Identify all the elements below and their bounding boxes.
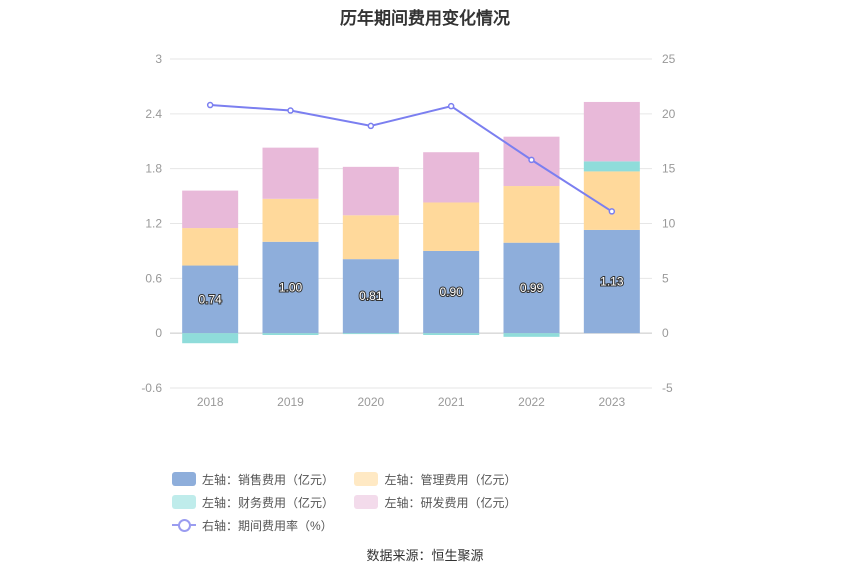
bar-segment	[342, 166, 399, 216]
bar-segment	[182, 333, 239, 344]
chart-title: 历年期间费用变化情况	[340, 9, 510, 28]
bar-segment	[583, 161, 640, 172]
right-axis-tick: 25	[662, 52, 676, 66]
x-axis-tick: 2023	[598, 395, 625, 409]
bar-segment	[583, 171, 640, 230]
x-axis-tick: 2018	[197, 395, 224, 409]
legend-label-finance: 左轴：财务费用（亿元）	[202, 495, 335, 510]
bar-segment	[342, 215, 399, 260]
rate-point	[287, 107, 294, 114]
bar-value-label: 1.00	[279, 280, 303, 294]
legend-item-admin[interactable]: 左轴：管理费用（亿元）	[354, 472, 517, 487]
rate-point	[608, 208, 616, 215]
bar-value-label: 0.99	[520, 281, 544, 295]
legend-item-finance[interactable]: 左轴：财务费用（亿元）	[172, 495, 335, 510]
rate-point	[447, 102, 455, 110]
bar-segment	[182, 265, 239, 334]
source-note: 数据来源：恒生聚源	[366, 548, 484, 563]
bar-segment	[423, 152, 480, 203]
legend-label-rnd: 左轴：研发费用（亿元）	[384, 495, 517, 510]
bar-segment	[262, 333, 319, 335]
legend-swatch-sales	[172, 472, 196, 486]
rate-point	[206, 101, 214, 109]
bar-segment	[262, 241, 319, 334]
bar-value-label: 1.13	[600, 275, 624, 289]
rate-point	[528, 156, 535, 164]
left-axis-tick: 0.6	[145, 271, 162, 285]
x-axis-tick: 2019	[277, 395, 304, 409]
right-axis-tick: 5	[662, 271, 669, 285]
bar-value-label: 0.90	[439, 285, 463, 299]
legend-label-rate: 右轴：期间费用率（%）	[202, 518, 333, 533]
rate-point	[367, 122, 375, 130]
left-axis-tick: 2.4	[145, 107, 162, 121]
bar-segment	[262, 147, 319, 199]
chart-legend: 左轴：销售费用（亿元） 左轴：管理费用（亿元） 左轴：财务费用（亿元） 左轴：研…	[172, 472, 692, 541]
bar-segment	[423, 202, 480, 251]
bar-segment	[503, 242, 560, 334]
bar-segment	[342, 333, 399, 335]
bar-segment	[262, 198, 319, 242]
right-axis-tick: -5	[662, 381, 673, 395]
legend-swatch-finance	[172, 495, 196, 509]
x-axis-tick: 2022	[518, 395, 545, 409]
legend-item-sales[interactable]: 左轴：销售费用（亿元）	[172, 472, 335, 487]
left-axis-tick: -0.6	[141, 381, 162, 395]
rate-line	[210, 104, 613, 213]
legend-item-rnd[interactable]: 左轴：研发费用（亿元）	[354, 495, 517, 510]
left-axis-tick: 3	[155, 52, 162, 66]
legend-item-rate[interactable]: 右轴：期间费用率（%）	[172, 518, 333, 533]
bar-segment	[503, 333, 560, 337]
bar-segment	[423, 250, 480, 334]
right-axis-tick: 20	[662, 107, 676, 121]
left-axis-tick: 1.8	[145, 162, 162, 176]
left-axis-tick: 0	[155, 326, 162, 340]
bar-segment	[583, 229, 640, 334]
right-axis-tick: 0	[662, 326, 669, 340]
legend-swatch-rnd	[354, 495, 379, 509]
right-axis-tick: 15	[662, 162, 676, 176]
x-axis-tick: 2020	[357, 395, 384, 409]
bar-segment	[182, 190, 239, 229]
left-axis-tick: 1.2	[145, 217, 162, 231]
legend-label-sales: 左轴：销售费用（亿元）	[202, 472, 335, 487]
bar-value-label: 0.81	[359, 289, 383, 303]
x-axis-tick: 2021	[438, 395, 465, 409]
bar-segment	[503, 186, 560, 243]
bar-segment	[583, 101, 640, 162]
bar-segment	[423, 333, 480, 335]
right-axis-tick: 10	[662, 217, 676, 231]
bar-value-label: 0.74	[198, 292, 222, 306]
legend-label-admin: 左轴：管理费用（亿元）	[384, 472, 517, 487]
legend-swatch-admin	[354, 472, 379, 486]
bar-segment	[182, 228, 239, 266]
bar-segment	[342, 259, 399, 334]
legend-swatch-rate	[172, 518, 196, 532]
